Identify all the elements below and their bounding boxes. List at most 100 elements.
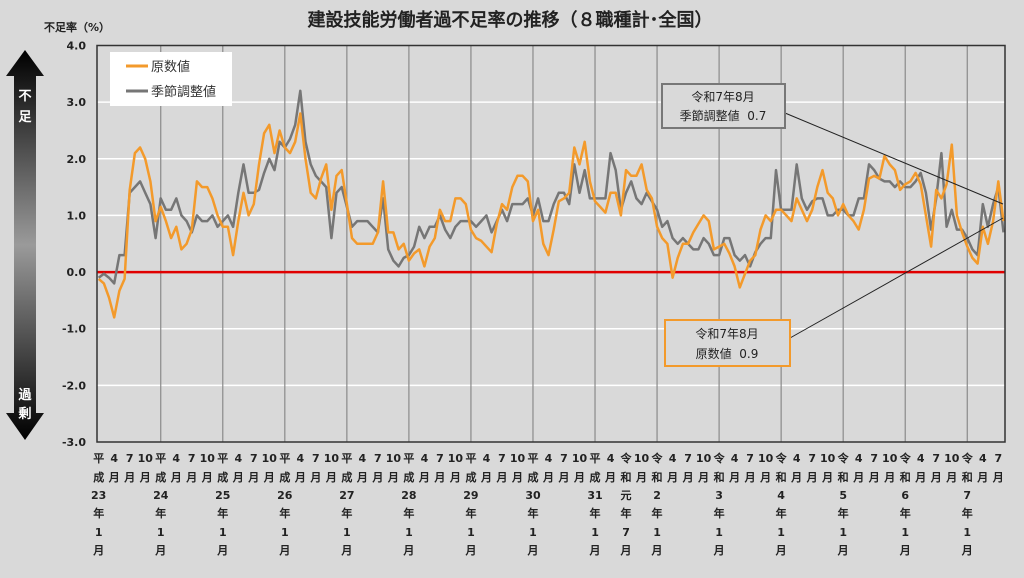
- x-tick-label-part: 1: [219, 526, 227, 539]
- x-tick-label-part: 年: [279, 506, 290, 520]
- x-tick-label: 7月: [495, 452, 507, 484]
- x-tick-label-part: 月: [123, 471, 135, 484]
- x-tick-label: 4月: [480, 452, 492, 484]
- x-tick-label-part: 6: [901, 489, 909, 502]
- x-tick-label-part: 29: [463, 489, 478, 502]
- x-tick-label-part: 10: [944, 452, 960, 465]
- x-tick-label-part: 10: [882, 452, 898, 465]
- x-tick-label: 4月: [170, 452, 182, 484]
- x-tick-label-part: 令: [961, 451, 974, 465]
- x-tick-label: 10 月: [758, 452, 774, 484]
- x-tick-label: 10月: [510, 452, 526, 484]
- x-tick-label-part: 5: [839, 489, 847, 502]
- x-tick-label-part: 28: [401, 489, 416, 502]
- x-tick-label-part: 1: [343, 526, 351, 539]
- x-tick-label-part: 年: [155, 506, 166, 520]
- x-tick-label-part: 10: [448, 452, 464, 465]
- x-tick-label-part: 4: [110, 452, 118, 465]
- x-tick-label-part: 令: [713, 451, 726, 465]
- x-tick-label-part: 月: [682, 471, 694, 484]
- x-tick-label: 10月: [200, 452, 216, 484]
- x-tick-label-part: 月: [232, 471, 244, 484]
- x-tick-label-part: 月: [852, 471, 864, 484]
- y-tick-labels: 4.03.02.01.00.0-1.0-2.0-3.0: [62, 40, 86, 450]
- x-tick-label-part: 1: [777, 526, 785, 539]
- x-tick-label-part: 令: [651, 451, 664, 465]
- x-tick-label-part: 月: [480, 471, 492, 484]
- x-tick-label-part: 4: [607, 452, 615, 465]
- x-tick-label: 4月: [914, 452, 926, 484]
- x-tick-label-part: 10: [138, 452, 154, 465]
- x-tick-label-part: 平: [341, 452, 352, 465]
- x-tick-label-part: 1: [715, 526, 723, 539]
- x-tick-label-part: 和: [621, 470, 632, 484]
- x-tick-label-part: 1: [467, 526, 475, 539]
- x-tick-label-part: 年: [465, 506, 476, 520]
- x-tick-label: 7月: [558, 452, 570, 484]
- x-tick-label: 4月: [418, 452, 430, 484]
- x-tick-label-part: 月: [558, 471, 570, 484]
- x-tick-label-part: 月: [976, 471, 988, 484]
- x-tick-label-part: 月: [573, 471, 585, 484]
- x-tick-label-part: 令: [837, 451, 850, 465]
- x-tick-label: 10月: [386, 452, 402, 484]
- x-tick-label-part: 平: [465, 452, 476, 465]
- x-tick-label: 10月: [820, 452, 836, 484]
- x-tick-label-part: 7: [312, 452, 320, 465]
- x-tick-label-part: 10: [696, 452, 712, 465]
- x-tick-label-part: 月: [697, 471, 709, 484]
- x-tick-label: 7月: [930, 452, 942, 484]
- x-tick-label-part: 平: [279, 452, 290, 465]
- x-tick-label-part: 7: [374, 452, 382, 465]
- x-tick-label-part: 1: [591, 526, 599, 539]
- x-tick-label: 10月: [634, 452, 650, 484]
- y-tick-label: 1.0: [67, 209, 87, 222]
- x-tick-label: 7月: [309, 452, 321, 484]
- x-tick-label-part: 和: [714, 470, 725, 484]
- arrow-label-top-1: 不: [18, 89, 31, 104]
- x-tick-label: 10月: [448, 452, 464, 484]
- x-tick-label-part: 令: [620, 451, 633, 465]
- x-tick-label-part: 年: [590, 506, 601, 520]
- x-tick-label-part: 月: [759, 471, 771, 484]
- x-tick-label-part: 1: [95, 526, 103, 539]
- x-tick-label: 4月: [666, 452, 678, 484]
- x-tick-label-part: 令: [899, 451, 912, 465]
- x-tick-label-part: 10: [262, 452, 278, 465]
- x-tick-label-part: 10: [758, 452, 774, 465]
- x-tick-label-part: 月: [185, 471, 197, 484]
- x-tick-label: 10月: [138, 452, 154, 484]
- x-tick-label-part: 月: [775, 544, 787, 557]
- x-tick-label-part: 年: [652, 506, 663, 520]
- x-tick-label-part: 平: [217, 452, 228, 465]
- chart-title: 建設技能労働者過不足率の推移（８職種計･全国）: [308, 9, 713, 31]
- arrow-label-bottom-1: 過: [17, 387, 32, 403]
- x-tick-label-part: 月: [511, 471, 523, 484]
- x-tick-label-part: 月: [278, 544, 290, 557]
- x-tick-label-part: 月: [542, 471, 554, 484]
- x-tick-label-part: 年: [527, 506, 538, 520]
- side-arrow: 不 足 過 剰: [6, 50, 44, 440]
- x-tick-label-part: 4: [359, 452, 367, 465]
- x-tick-label-part: 23: [91, 489, 106, 502]
- x-tick-label-part: 7: [746, 452, 754, 465]
- x-tick-label-part: 年: [714, 506, 725, 520]
- x-tick-label-part: 月: [914, 471, 926, 484]
- x-tick-label-part: 平: [403, 452, 414, 465]
- x-tick-label: 7月: [806, 452, 818, 484]
- x-tick-label-part: 7: [963, 489, 971, 502]
- x-tick-label-part: 成: [217, 470, 228, 484]
- x-tick-label: 4月: [542, 452, 554, 484]
- x-tick-label-part: 月: [464, 544, 476, 557]
- x-tick-label-part: 月: [294, 471, 306, 484]
